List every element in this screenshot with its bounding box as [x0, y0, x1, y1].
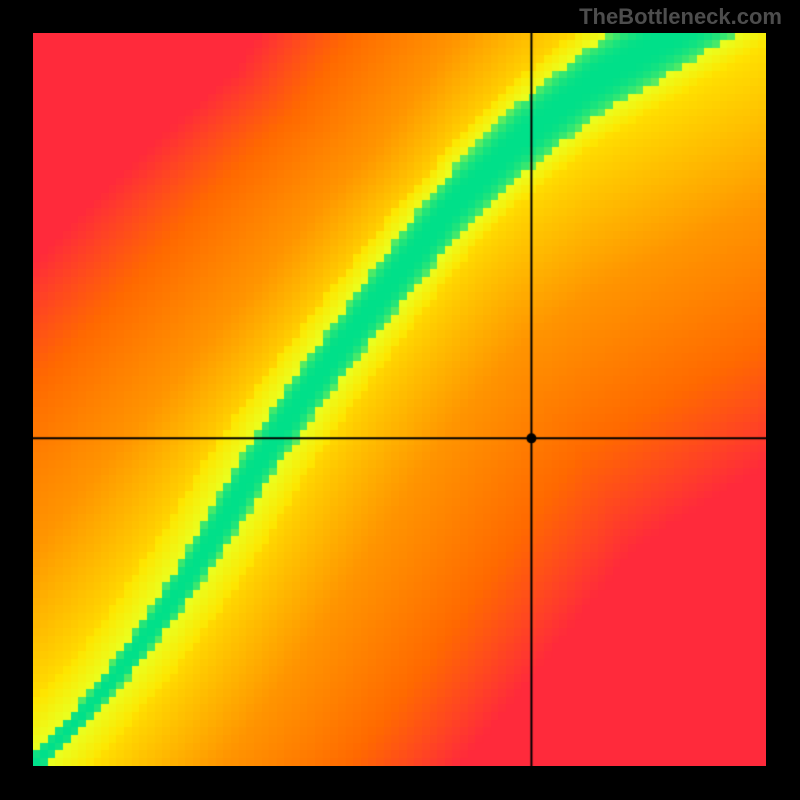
- heatmap-canvas: [33, 33, 766, 766]
- plot-area: [33, 33, 766, 766]
- source-watermark: TheBottleneck.com: [579, 4, 782, 30]
